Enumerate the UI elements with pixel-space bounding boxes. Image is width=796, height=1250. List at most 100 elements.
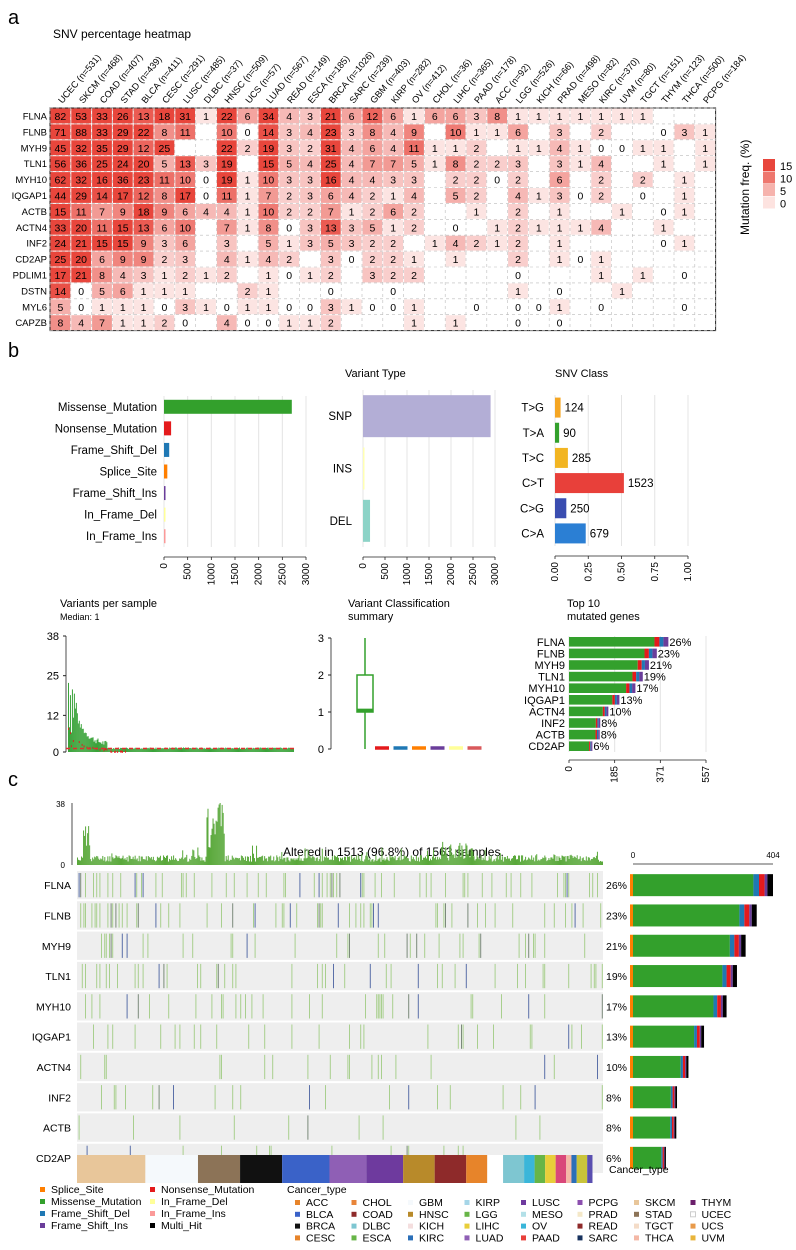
onco-top-bar [133, 859, 135, 865]
heatmap-cell [71, 203, 92, 219]
vps-bar [114, 748, 116, 752]
vps-bar [253, 748, 255, 752]
heatmap-cell [112, 299, 133, 315]
onco-top-bar [139, 861, 141, 865]
vps-bar [138, 747, 140, 752]
vps-bar [93, 741, 95, 752]
top10-bar-other [632, 683, 636, 693]
vps-bar [167, 748, 169, 752]
onco-mutation [262, 994, 264, 1019]
vps-bar-segment [92, 746, 94, 749]
onco-top-bar [93, 859, 95, 865]
vps-bar [289, 747, 291, 752]
cancer-legend-label: TGCT [645, 1221, 674, 1233]
onco-mutation [288, 1115, 290, 1140]
heatmap-value: 62 [55, 175, 67, 187]
vps-bar [279, 747, 281, 752]
heatmap-value: 8 [265, 222, 271, 234]
vps-bar [142, 748, 144, 752]
vps-bar [259, 747, 261, 752]
heatmap-cell [320, 124, 341, 140]
cancer-legend-swatch [634, 1200, 639, 1205]
heatmap-cell [383, 251, 404, 267]
onco-mutation [437, 963, 438, 989]
top10-bar-other [606, 706, 609, 717]
onco-top-bar [130, 858, 132, 865]
vps-bar [98, 742, 100, 752]
cancer-legend-swatch [295, 1211, 300, 1217]
heatmap-value: 4 [411, 190, 417, 202]
vcs-box [356, 674, 374, 713]
vps-bar [121, 747, 123, 752]
heatmap-value: 3 [307, 190, 313, 202]
heatmap-cell [632, 267, 653, 283]
onco-top-bar [505, 858, 507, 865]
heatmap-value: 1 [577, 159, 583, 171]
heatmap-cell [341, 140, 362, 156]
heatmap-value: 24 [117, 159, 129, 171]
onco-top-bar [170, 860, 172, 865]
onco-top-bar [374, 860, 376, 865]
heatmap-cell [133, 315, 154, 331]
heatmap-value: 1 [557, 254, 563, 266]
heatmap-cell [424, 108, 445, 124]
cancer-legend-label: THCA [645, 1232, 674, 1244]
cancer-type-block [145, 1155, 198, 1183]
heatmap-value: 1 [245, 302, 251, 314]
onco-top-bar [553, 854, 555, 865]
onco-top-bar [477, 857, 479, 865]
top10-title: Top 10 [567, 598, 600, 610]
onco-top-bar [586, 860, 588, 865]
onco-mutation [467, 903, 469, 928]
heatmap-cell [237, 108, 258, 124]
heatmap-value: 4 [203, 206, 209, 218]
vps-bar [78, 720, 80, 752]
heatmap-value: 3 [557, 190, 563, 202]
onco-top-bar [232, 857, 234, 865]
legend-swatch [763, 196, 775, 209]
heatmap-value: 16 [325, 175, 337, 187]
onco-mutation [321, 963, 323, 989]
vps-bar [198, 748, 200, 752]
heatmap-value: 2 [286, 190, 292, 202]
heatmap-row-label: MYH9 [21, 143, 47, 154]
heatmap-value: 2 [494, 159, 500, 171]
vps-bar [201, 747, 203, 752]
onco-top-bar [431, 860, 433, 865]
onco-mutation [275, 903, 277, 928]
onco-top-bar [501, 856, 503, 865]
vtype-tick-label: 2000 [446, 563, 457, 586]
heatmap-cell [612, 283, 632, 299]
onco-mutation [361, 873, 363, 898]
heatmap-value: 14 [96, 190, 108, 202]
onco-mutation [93, 1024, 94, 1049]
onco-mutation [107, 903, 109, 928]
onco-mutation [478, 933, 480, 958]
onco-right-bar [726, 965, 731, 988]
heatmap-cell [216, 315, 237, 331]
onco-top-bar [154, 861, 156, 865]
heatmap-value: 2 [598, 127, 604, 139]
onco-top-bar [481, 860, 483, 865]
heatmap-value: 6 [120, 286, 126, 298]
onco-top-bar [202, 860, 204, 865]
heatmap-cell [591, 219, 612, 235]
heatmap-value: 1 [598, 111, 604, 123]
heatmap-cell [487, 108, 508, 124]
onco-top-bar [138, 855, 140, 865]
onco-top-bar [519, 855, 521, 865]
vcs-tick-label: 2 [318, 670, 324, 682]
onco-top-bar [337, 857, 339, 865]
heatmap-cell [528, 188, 549, 203]
heatmap-cell [445, 188, 466, 203]
vps-bar [135, 748, 137, 752]
onco-top-bar [574, 856, 576, 865]
onco-top-bar [254, 858, 256, 865]
heatmap-value: 1 [203, 302, 209, 314]
cancer-legend-label: LIHC [476, 1221, 500, 1233]
onco-mutation [166, 963, 168, 989]
onco-mutation [195, 994, 197, 1019]
heatmap-value: 3 [557, 159, 563, 171]
heatmap-cell [591, 156, 612, 172]
